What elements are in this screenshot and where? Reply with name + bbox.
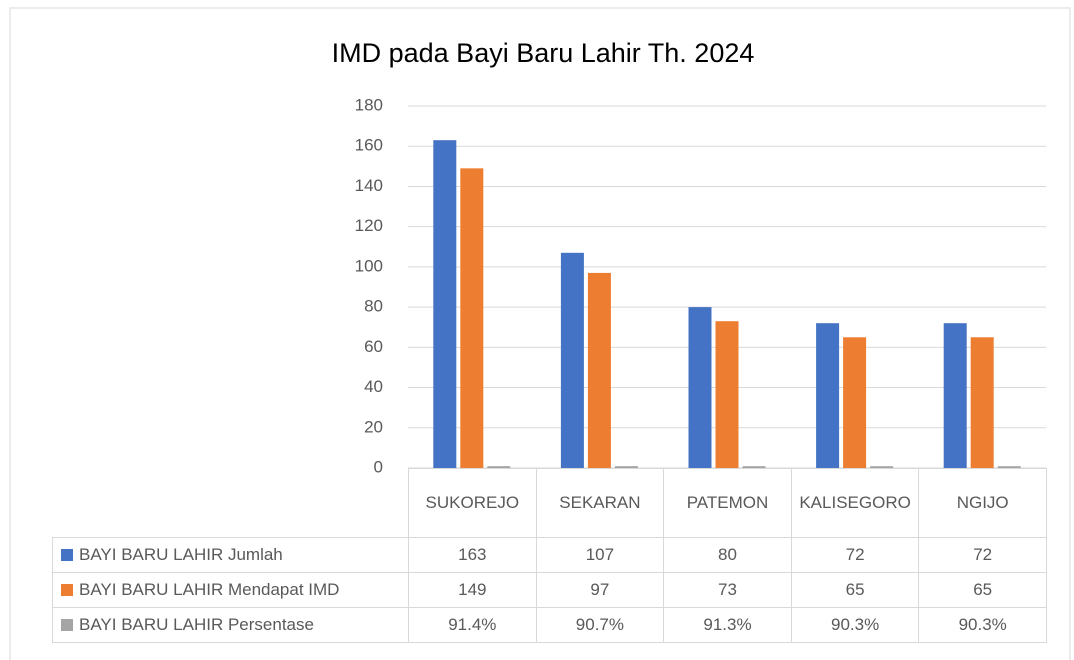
data-label: 91.3% [663,607,792,643]
bar [587,272,611,468]
bar [560,252,584,468]
bar [614,466,638,468]
legend-swatch [61,619,73,631]
x-tick-label: SUKOREJO [408,468,537,538]
bar [816,323,840,468]
bar [460,168,484,468]
data-label: 65 [918,572,1047,608]
y-tick-label: 100 [355,256,383,275]
y-tick-label: 80 [364,297,383,316]
legend-entry: BAYI BARU LAHIR Persentase [52,607,409,643]
y-tick-label: 160 [355,136,383,155]
bar [997,466,1021,468]
y-tick-label: 120 [355,216,383,235]
data-label: 90.3% [790,607,920,643]
legend-entry: BAYI BARU LAHIR Jumlah [52,537,409,573]
y-tick-label: 0 [374,457,383,476]
y-tick-label: 140 [355,176,383,195]
data-label: 91.4% [408,607,537,643]
chart-title: IMD pada Bayi Baru Lahir Th. 2024 [332,38,755,68]
data-label: 90.3% [918,607,1047,643]
bar [870,466,894,468]
x-tick-label: SEKARAN [535,468,665,538]
bar [943,323,967,468]
data-label: 149 [408,572,537,608]
y-tick-label: 20 [364,417,383,436]
bar [715,321,739,468]
y-tick-label: 180 [355,95,383,114]
bar [843,337,867,468]
y-tick-label: 40 [364,377,383,396]
legend-label: BAYI BARU LAHIR Mendapat IMD [79,580,340,599]
legend-entry: BAYI BARU LAHIR Mendapat IMD [52,572,409,608]
bar [433,140,457,468]
legend-swatch [61,584,73,596]
bar [487,466,511,468]
data-label: 72 [790,537,920,573]
data-label: 97 [535,572,665,608]
bar [688,307,712,468]
data-label: 163 [408,537,537,573]
x-tick-label: NGIJO [918,468,1047,538]
data-label: 107 [535,537,665,573]
legend-label: BAYI BARU LAHIR Persentase [79,615,314,634]
legend-label: BAYI BARU LAHIR Jumlah [79,545,283,564]
data-label: 80 [663,537,792,573]
data-label: 72 [918,537,1047,573]
data-label: 90.7% [535,607,665,643]
bar [742,466,766,468]
x-tick-label: KALISEGORO [790,468,920,538]
chart-frame [9,7,1071,660]
legend-swatch [61,549,73,561]
x-tick-label: PATEMON [663,468,792,538]
bar [970,337,994,468]
y-tick-label: 60 [364,337,383,356]
data-label: 65 [790,572,920,608]
data-label: 73 [663,572,792,608]
